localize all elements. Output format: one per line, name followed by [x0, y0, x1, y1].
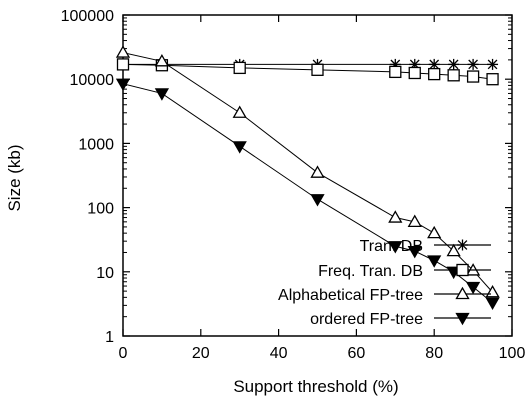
x-axis: 0 20 40 60 80 100 — [119, 15, 526, 362]
data-point — [311, 63, 324, 76]
data-point — [407, 214, 422, 227]
data-point — [448, 58, 460, 70]
series-2 — [115, 45, 500, 298]
data-point — [427, 225, 442, 239]
x-tick-label: 80 — [425, 345, 443, 362]
y-tick-label: 100 — [87, 201, 114, 218]
data-point — [427, 255, 442, 268]
y-tick-label: 1 — [105, 329, 114, 346]
x-tick-label: 60 — [348, 345, 366, 362]
legend-label: ordered FP-tree — [310, 311, 423, 328]
y-tick-label: 10000 — [70, 72, 115, 89]
data-point — [116, 58, 130, 71]
series-layer — [115, 45, 500, 311]
x-tick-label: 40 — [270, 345, 288, 362]
data-point — [465, 281, 481, 295]
series-line — [122, 52, 493, 293]
data-point — [486, 73, 499, 86]
legend-marker — [455, 312, 470, 326]
y-tick-label: 10 — [96, 265, 114, 282]
data-point — [408, 66, 421, 80]
legend-item: Freq. Tran. DB — [318, 263, 491, 280]
series-line — [122, 63, 493, 80]
data-point — [310, 165, 325, 178]
legend-item: Alphabetical FP-tree — [278, 286, 491, 304]
plot-area — [122, 14, 513, 337]
series-1 — [116, 58, 499, 86]
legend-item: Tran. DB — [360, 238, 491, 255]
data-point — [154, 88, 170, 101]
data-point — [115, 45, 131, 58]
legend-label: Alphabetical FP-tree — [278, 287, 423, 304]
y-tick-label: 100000 — [61, 8, 114, 25]
data-point — [232, 105, 247, 118]
data-point — [428, 67, 441, 81]
legend-label: Tran. DB — [360, 238, 423, 255]
data-point — [232, 141, 247, 154]
data-point — [467, 58, 479, 70]
data-point — [388, 241, 403, 254]
series-3 — [115, 78, 500, 311]
legend-marker — [455, 286, 470, 300]
data-point — [310, 194, 325, 207]
data-point — [233, 61, 246, 75]
legend-item: ordered FP-tree — [310, 311, 491, 328]
series-line — [122, 83, 493, 304]
x-tick-label: 20 — [192, 345, 210, 362]
data-point — [447, 69, 460, 82]
data-point — [446, 243, 461, 257]
legend-marker — [457, 239, 468, 251]
y-axis: 1 10 100 1000 10000 100000 — [61, 8, 512, 346]
data-point — [389, 65, 402, 79]
data-point — [115, 78, 131, 92]
legend: Tran. DB Freq. Tran. DB Alphabetical FP-tr… — [278, 238, 491, 328]
data-point — [407, 245, 422, 259]
data-point — [487, 58, 499, 70]
data-point — [485, 297, 500, 311]
data-point — [154, 53, 170, 67]
legend-label: Freq. Tran. DB — [318, 263, 423, 280]
series-0 — [117, 58, 499, 70]
plot-border — [122, 14, 513, 337]
data-point — [466, 70, 480, 83]
legend-marker — [456, 263, 469, 277]
x-tick-label: 0 — [119, 345, 128, 362]
x-axis-title: Support threshold (%) — [233, 377, 398, 396]
y-tick-label: 1000 — [78, 136, 114, 153]
data-point — [388, 210, 403, 223]
x-tick-label: 100 — [499, 345, 526, 362]
y-axis-title: Size (kb) — [5, 144, 24, 211]
